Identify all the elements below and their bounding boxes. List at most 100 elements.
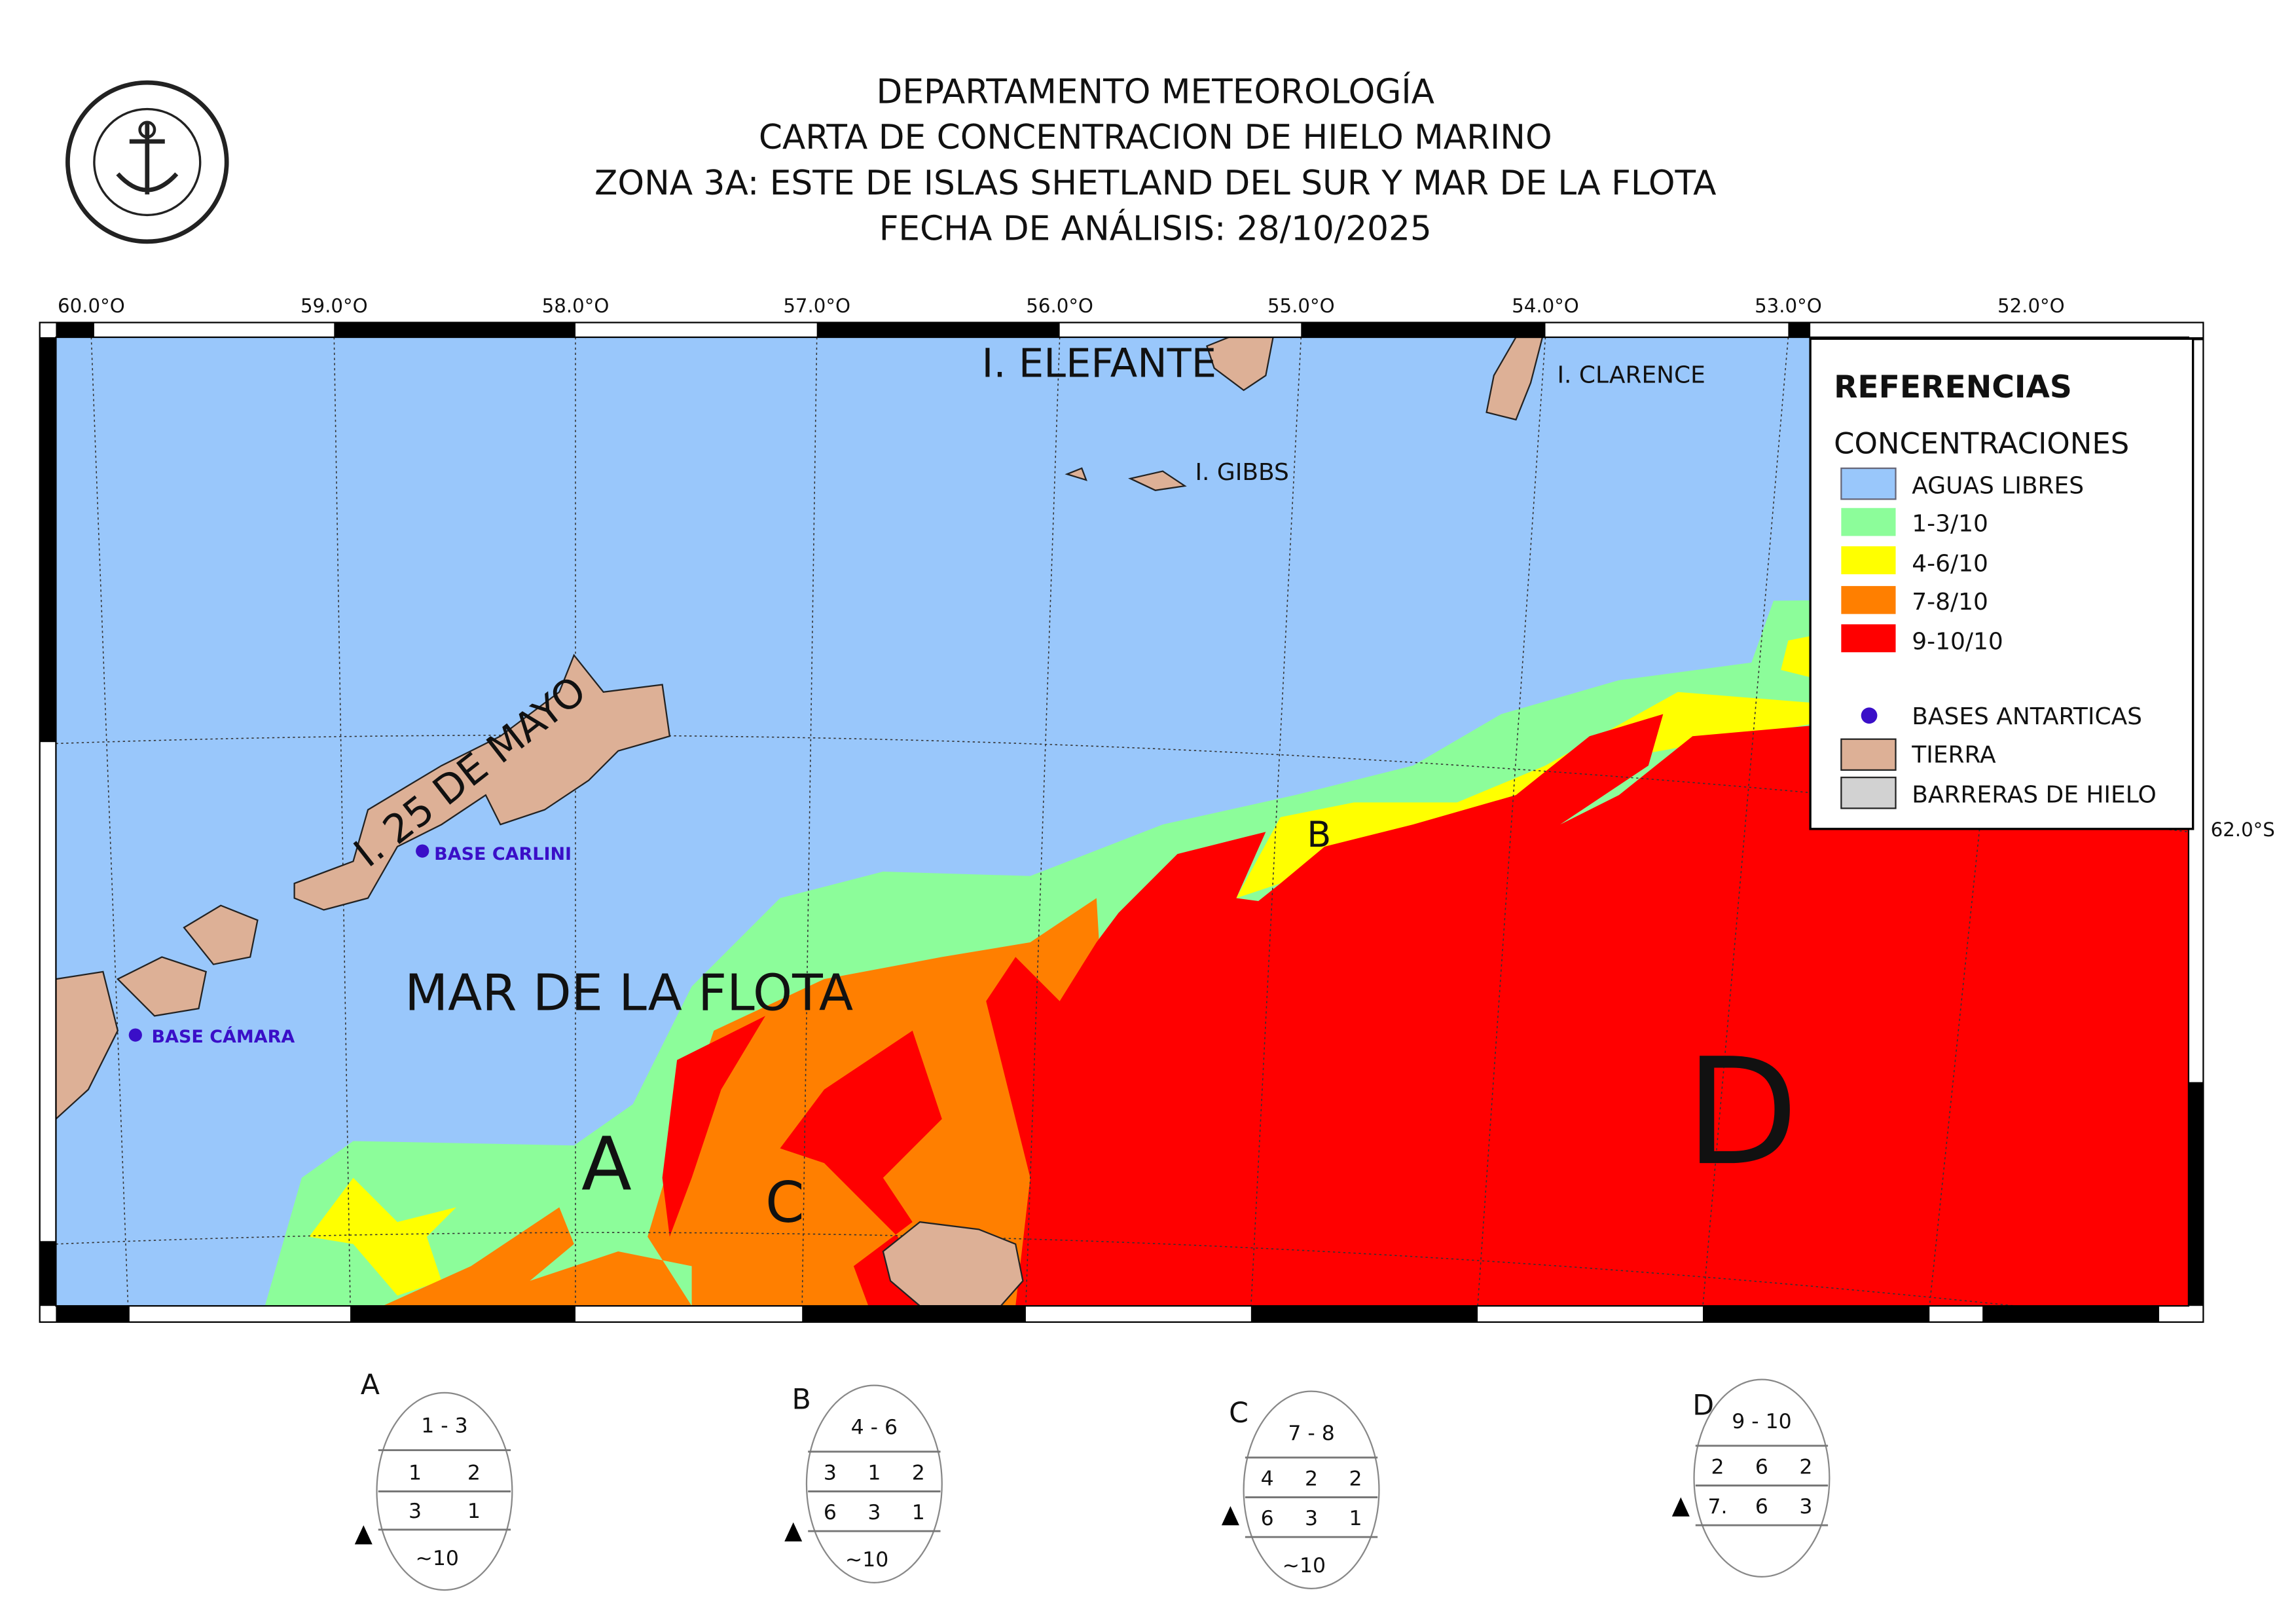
hidrografia-seal-logo bbox=[65, 80, 229, 244]
legend-swatch-7-8 bbox=[1841, 585, 1896, 614]
egg-partial-concentration: 2 bbox=[1799, 1456, 1812, 1479]
legend-label: BASES ANTARTICAS bbox=[1912, 703, 2142, 730]
label-zone-b: B bbox=[1307, 814, 1331, 855]
lon-label: 58.0°O bbox=[542, 295, 610, 317]
egg-partial-concentration: 4 bbox=[1261, 1467, 1274, 1490]
egg-zone-label: B bbox=[792, 1384, 811, 1416]
egg-codes: A 1 - 3 1 2 3 1 ~10 B 4 - 6 3 1 2 6 3 1 ~10 C 7 - 8 4 2 2 6 3 1… bbox=[354, 1369, 1831, 1591]
legend-swatch-ice-barrier bbox=[1840, 777, 1897, 809]
egg-partial-concentration: 2 bbox=[467, 1462, 481, 1485]
triangle-marker-icon bbox=[784, 1522, 803, 1541]
egg-code-b: B 4 - 6 3 1 2 6 3 1 ~10 bbox=[784, 1384, 943, 1583]
legend-label: 1-3/10 bbox=[1912, 511, 1988, 538]
greenwich-island bbox=[56, 970, 119, 1120]
triangle-marker-icon bbox=[354, 1525, 373, 1545]
egg-form-of-ice: ~10 bbox=[415, 1547, 458, 1570]
egg-stage-of-development: 3 bbox=[1305, 1507, 1318, 1530]
egg-total-concentration: 4 - 6 bbox=[851, 1416, 898, 1439]
label-zone-c: C bbox=[765, 1171, 805, 1236]
egg-stage-of-development: 1 bbox=[467, 1500, 481, 1523]
label-elefante: I. ELEFANTE bbox=[981, 341, 1216, 387]
egg-stage-of-development: 3 bbox=[867, 1501, 881, 1524]
egg-stage-of-development: 1 bbox=[912, 1501, 925, 1524]
egg-stage-of-development: 7. bbox=[1707, 1495, 1727, 1519]
egg-code-a: A 1 - 3 1 2 3 1 ~10 bbox=[354, 1369, 513, 1591]
legend-title: REFERENCIAS bbox=[1834, 369, 2072, 405]
legend-swatch-9-10 bbox=[1841, 624, 1896, 653]
egg-partial-concentration: 3 bbox=[824, 1462, 837, 1485]
title-line-1: DEPARTAMENTO METEOROLOGÍA bbox=[877, 72, 1434, 112]
legend-label: BARRERAS DE HIELO bbox=[1912, 781, 2157, 808]
graticule bbox=[56, 337, 2189, 1306]
egg-stage-of-development: 3 bbox=[1799, 1495, 1812, 1519]
gibbs-island bbox=[1065, 467, 1187, 491]
egg-stage-of-development: 6 bbox=[1261, 1507, 1274, 1530]
egg-oval bbox=[805, 1384, 943, 1583]
lon-label: 55.0°O bbox=[1267, 295, 1335, 317]
label-gibbs: I. GIBBS bbox=[1195, 459, 1288, 486]
egg-partial-concentration: 2 bbox=[912, 1462, 925, 1485]
base-camara-marker-icon bbox=[128, 1028, 142, 1042]
legend-swatch-4-6 bbox=[1841, 546, 1896, 574]
label-zone-d: D bbox=[1685, 1027, 1798, 1198]
egg-zone-label: A bbox=[361, 1369, 380, 1401]
title-line-4: FECHA DE ANÁLISIS: 28/10/2025 bbox=[879, 209, 1432, 249]
lon-label: 59.0°O bbox=[301, 295, 368, 317]
egg-stage-of-development: 6 bbox=[824, 1501, 837, 1524]
triangle-marker-icon bbox=[1221, 1505, 1239, 1526]
egg-oval bbox=[1243, 1390, 1380, 1589]
lat-label: 62.0°S bbox=[2211, 819, 2275, 841]
joinville-island bbox=[882, 1221, 1024, 1306]
lon-label: 57.0°O bbox=[783, 295, 850, 317]
ice-7-8-area bbox=[382, 898, 1119, 1306]
nelson-island bbox=[183, 904, 259, 965]
title-line-3: ZONA 3A: ESTE DE ISLAS SHETLAND DEL SUR … bbox=[594, 164, 1716, 203]
legend-swatch-1-3 bbox=[1841, 507, 1896, 536]
egg-partial-concentration: 6 bbox=[1755, 1456, 1768, 1479]
egg-partial-concentration: 1 bbox=[409, 1462, 422, 1485]
legend-label: AGUAS LIBRES bbox=[1912, 472, 2084, 499]
land-areas bbox=[56, 337, 1544, 1306]
egg-stage-of-development: 3 bbox=[409, 1500, 422, 1523]
lon-label: 56.0°O bbox=[1026, 295, 1093, 317]
chart-title: DEPARTAMENTO METEOROLOGÍA CARTA DE CONCE… bbox=[594, 72, 1716, 249]
egg-stage-of-development: 6 bbox=[1755, 1495, 1768, 1519]
longitude-labels: 60.0°O 59.0°O 58.0°O 57.0°O 56.0°O 55.0°… bbox=[58, 295, 2065, 317]
egg-partial-concentration: 2 bbox=[1349, 1467, 1362, 1490]
egg-total-concentration: 9 - 10 bbox=[1732, 1410, 1791, 1433]
egg-partial-concentration: 1 bbox=[867, 1462, 881, 1485]
legend-label: 4-6/10 bbox=[1912, 550, 1988, 577]
egg-zone-label: C bbox=[1229, 1397, 1248, 1430]
lon-label: 52.0°O bbox=[1997, 295, 2065, 317]
clarence-island bbox=[1485, 337, 1544, 421]
ice-4-6-area bbox=[309, 636, 1825, 1296]
egg-form-of-ice: ~10 bbox=[845, 1548, 888, 1572]
lon-label: 54.0°O bbox=[1512, 295, 1579, 317]
label-zone-a: A bbox=[581, 1122, 632, 1208]
egg-form-of-ice: ~10 bbox=[1283, 1554, 1326, 1578]
legend-label: 9-10/10 bbox=[1912, 629, 2003, 655]
lon-label: 53.0°O bbox=[1755, 295, 1822, 317]
legend: REFERENCIAS CONCENTRACIONES AGUAS LIBRES… bbox=[1809, 337, 2195, 830]
triangle-marker-icon bbox=[1671, 1497, 1690, 1517]
egg-oval bbox=[1693, 1378, 1831, 1578]
ice-9-10-area bbox=[662, 703, 2189, 1306]
label-mar-de-la-flota: MAR DE LA FLOTA bbox=[405, 964, 853, 1022]
label-base-carlini: BASE CARLINI bbox=[434, 844, 572, 864]
legend-swatch-open-water bbox=[1840, 467, 1897, 500]
title-line-2: CARTA DE CONCENTRACION DE HIELO MARINO bbox=[759, 118, 1552, 157]
base-carlini-marker-icon bbox=[416, 844, 429, 858]
legend-swatch-land bbox=[1840, 738, 1897, 771]
egg-total-concentration: 7 - 8 bbox=[1288, 1422, 1334, 1445]
legend-label: TIERRA bbox=[1911, 742, 1996, 769]
border-scale-bars bbox=[39, 322, 2204, 1322]
antarctic-bases bbox=[128, 844, 429, 1042]
lon-label: 60.0°O bbox=[58, 295, 125, 317]
egg-partial-concentration: 2 bbox=[1305, 1467, 1318, 1490]
label-clarence: I. CLARENCE bbox=[1557, 362, 1705, 389]
label-base-camara: BASE CÁMARA bbox=[152, 1026, 295, 1047]
robert-island bbox=[116, 956, 208, 1017]
elephant-island bbox=[1206, 337, 1274, 392]
egg-code-d: D 9 - 10 2 6 2 7. 6 3 bbox=[1671, 1378, 1831, 1578]
